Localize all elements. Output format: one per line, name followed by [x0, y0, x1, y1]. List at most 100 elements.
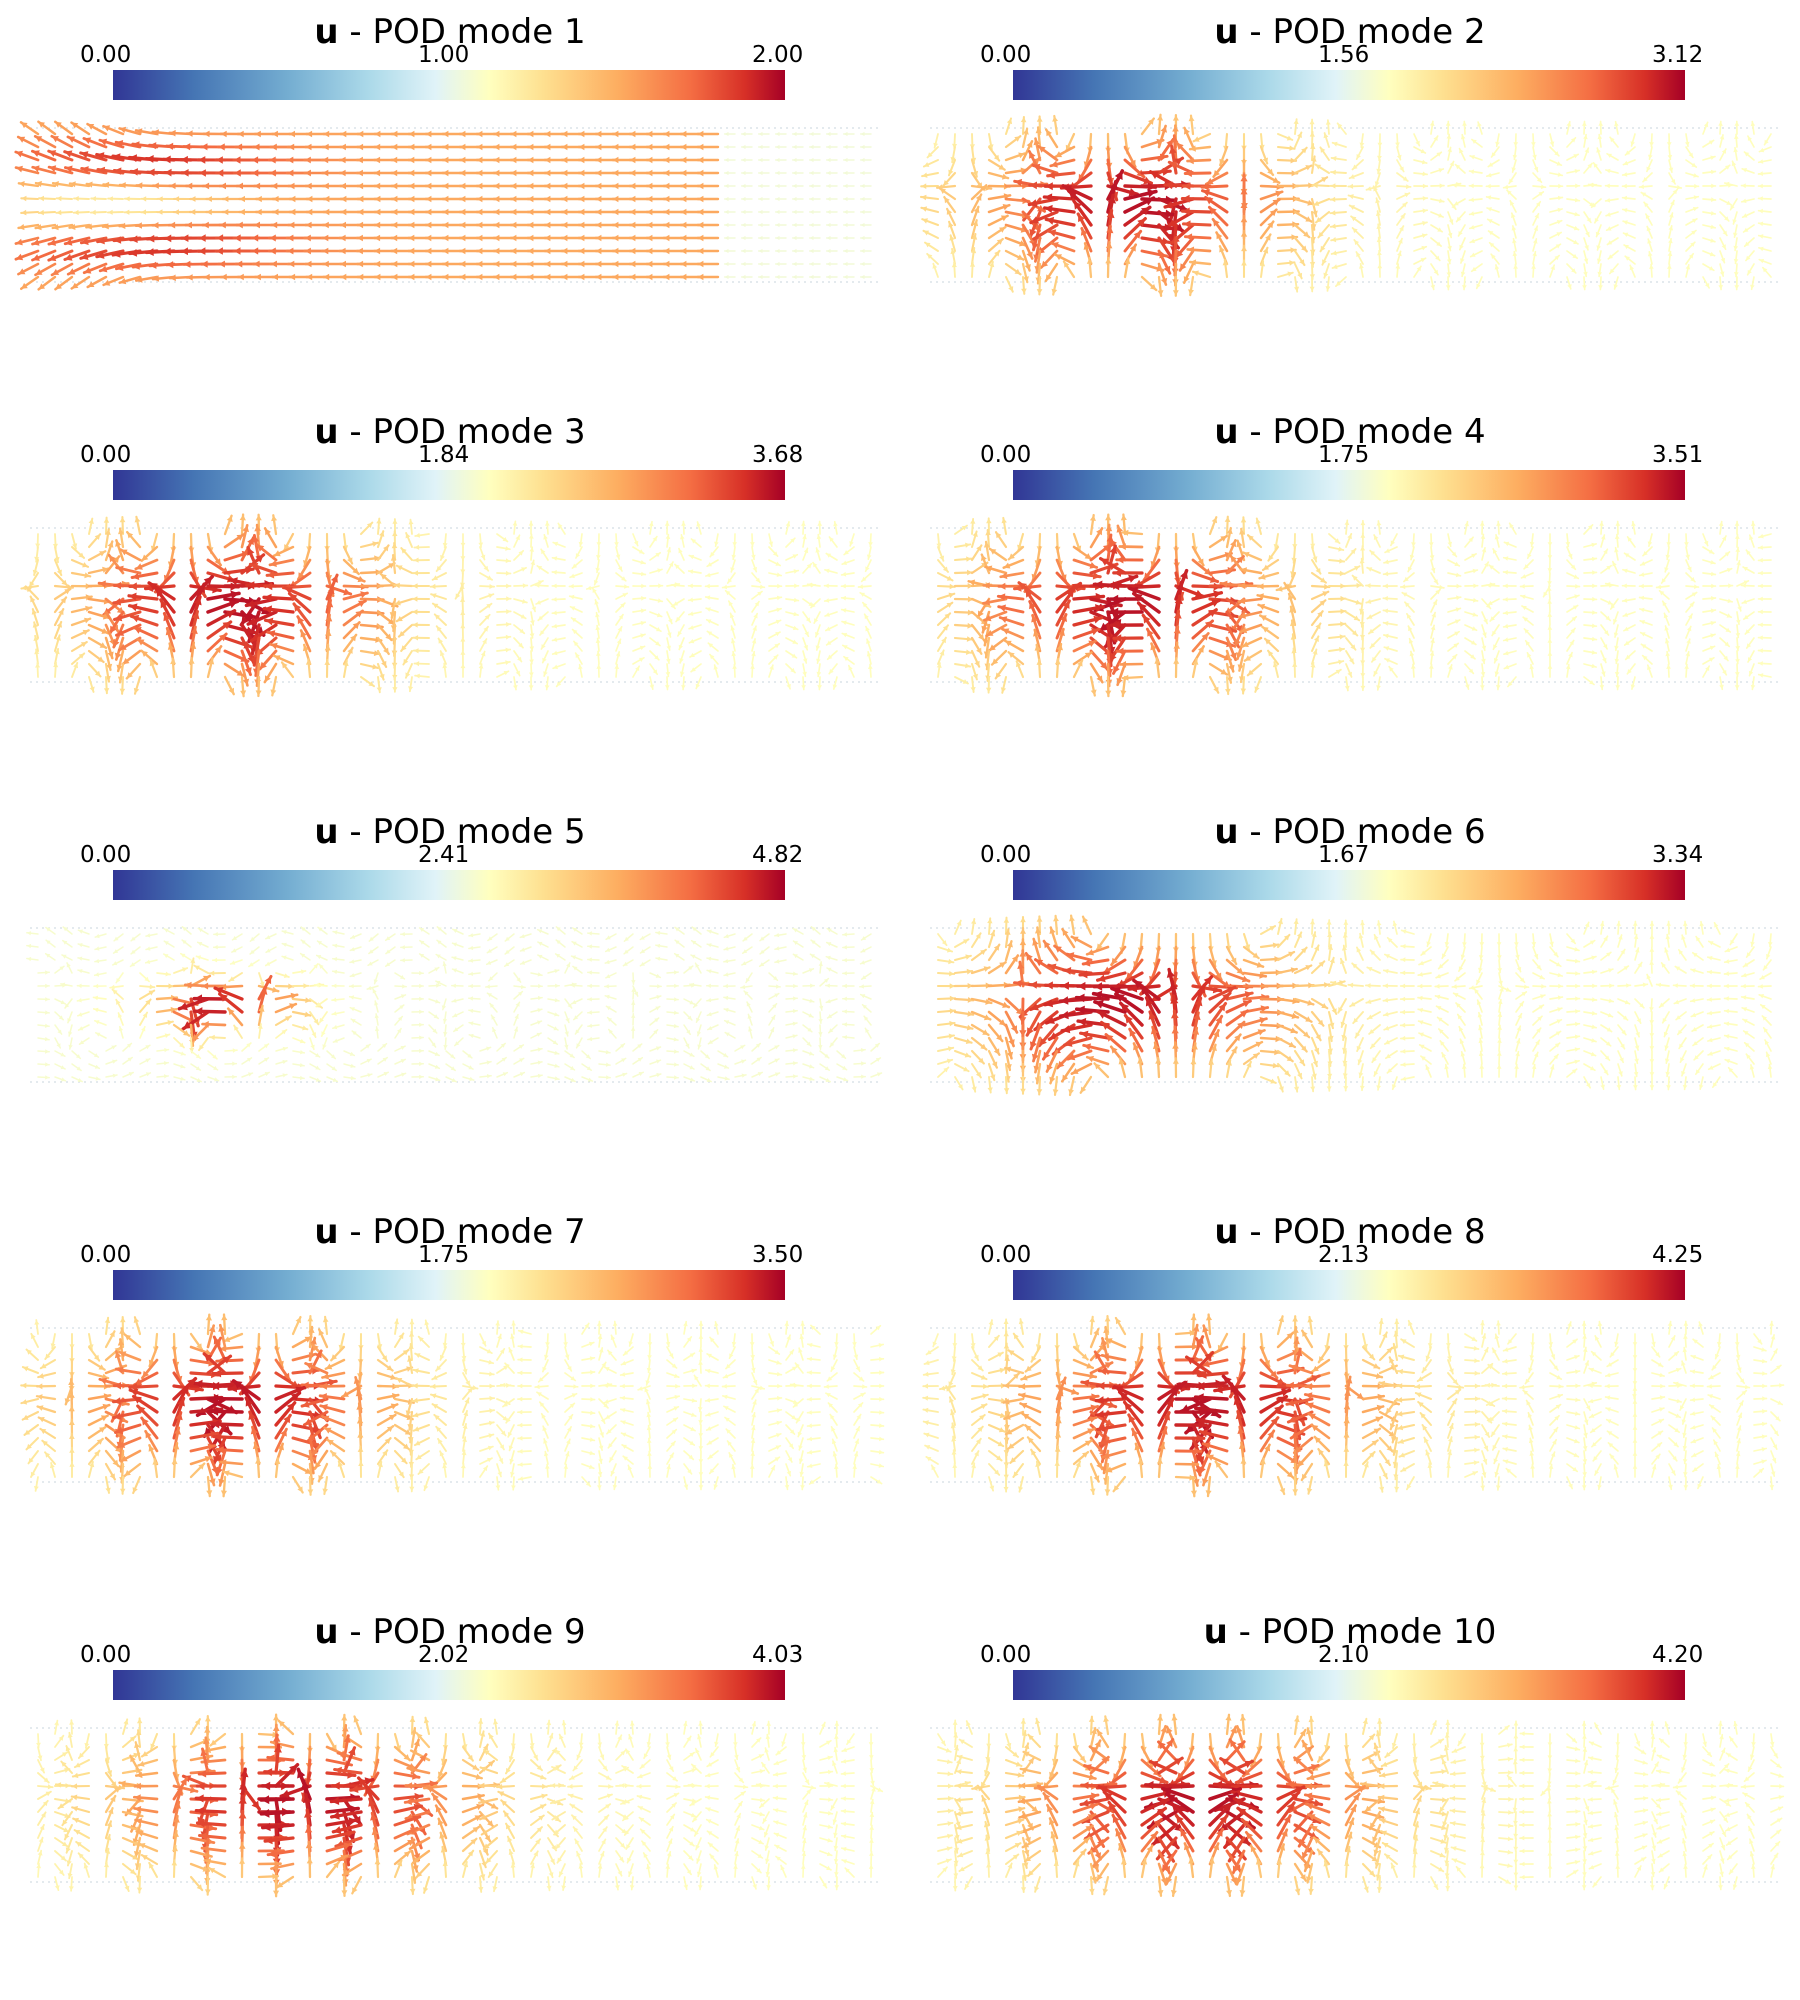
arrow-head [1243, 551, 1250, 558]
arrow-head [1594, 218, 1599, 223]
arrow-head [1317, 611, 1323, 618]
arrow-head [1750, 284, 1755, 290]
arrow-head [442, 143, 449, 151]
arrow-head [510, 169, 517, 177]
arrow-head [1110, 607, 1119, 617]
arrow-head [65, 238, 73, 246]
arrow-head [116, 664, 123, 671]
arrow-head [1106, 226, 1114, 234]
arrow-head [306, 195, 313, 203]
arrow-head [1263, 564, 1270, 570]
arrow-head [460, 569, 466, 574]
arrow-head [1325, 120, 1331, 125]
arrow-head [572, 563, 578, 569]
arrow-head [1120, 514, 1127, 521]
arrow-head [1685, 264, 1691, 270]
arrow-head [52, 224, 59, 231]
arrow-head [425, 130, 432, 138]
arrow-head [595, 638, 601, 643]
arrow-head [270, 143, 277, 151]
arrow-head [1260, 615, 1267, 621]
arrow-head [1433, 579, 1438, 584]
arrow-head [1639, 184, 1644, 189]
arrow-head [519, 628, 525, 634]
arrow-head [578, 273, 585, 281]
arrow-head [1429, 651, 1435, 656]
arrow-head [1105, 242, 1113, 249]
arrow-head [1373, 186, 1378, 192]
arrow-head [1547, 542, 1553, 547]
arrow-head [629, 182, 636, 190]
arrow-head [333, 930, 338, 935]
arrow-head [1422, 183, 1428, 189]
arrow-head [1455, 572, 1461, 578]
arrow-head [129, 154, 137, 163]
arrow-head [541, 549, 546, 555]
arrow-head [1184, 127, 1190, 135]
arrow-head [122, 657, 130, 665]
arrow-head [107, 209, 113, 215]
arrow-head [274, 550, 281, 557]
arrow-head [80, 252, 89, 260]
arrow-head [1556, 220, 1562, 225]
arrow-head [1555, 244, 1561, 249]
arrow-head [1748, 670, 1754, 676]
arrow-head [1220, 536, 1227, 542]
arrow-head [1664, 638, 1670, 644]
arrow-head [1527, 553, 1532, 559]
arrow-head [476, 273, 483, 281]
arrow-head [106, 663, 113, 670]
arrow-head [968, 579, 976, 586]
arrow-head [1348, 194, 1354, 200]
arrow-head [330, 575, 338, 583]
arrow-head [1472, 612, 1478, 617]
arrow-head [1477, 122, 1482, 127]
arrow-head [1180, 570, 1188, 580]
arrow-head [1173, 658, 1180, 664]
arrow-head [1230, 652, 1237, 660]
arrow-glyphs [14, 120, 880, 291]
arrow-head [538, 615, 543, 621]
arrow-head [228, 599, 238, 609]
arrow-head [709, 654, 715, 660]
arrow-head [1746, 643, 1752, 649]
arrow-head [1198, 646, 1204, 653]
arrow-head [1047, 171, 1055, 179]
arrow-head [646, 195, 653, 203]
vector-field [26, 926, 883, 1083]
arrow-head [510, 195, 517, 203]
arrow-head [1486, 172, 1492, 178]
arrow-head [1503, 637, 1509, 642]
arrow-head [1068, 190, 1078, 200]
arrow-head [697, 208, 704, 216]
arrow-head [544, 247, 551, 255]
colorbar-min-label: 0.00 [80, 42, 132, 68]
arrow-head [758, 261, 763, 267]
arrow-head [758, 144, 763, 150]
arrow-head [1631, 521, 1636, 527]
arrow-head [288, 260, 295, 268]
arrow-head [1438, 168, 1444, 173]
arrow-head [1016, 661, 1022, 668]
arrow-head [741, 196, 746, 202]
arrow-head [408, 130, 415, 138]
arrow-head [1724, 641, 1730, 647]
arrow-head [1513, 264, 1518, 269]
arrow-head [827, 654, 833, 660]
arrow-head [1222, 260, 1229, 266]
arrow-head [1202, 189, 1211, 197]
arrow-head [578, 221, 585, 229]
arrow-head [271, 221, 278, 229]
arrow-head [841, 583, 846, 589]
arrow-head [1550, 265, 1555, 270]
arrow-head [1349, 174, 1355, 179]
arrow-head [1395, 142, 1400, 147]
arrow-head [612, 143, 619, 151]
arrow-head [826, 157, 831, 163]
arrow-head [1356, 582, 1362, 589]
arrow-head [152, 222, 159, 229]
arrow-head [99, 138, 108, 146]
arrow-head [967, 583, 973, 589]
arrow-head [1643, 177, 1648, 182]
arrow-head [1340, 621, 1346, 627]
